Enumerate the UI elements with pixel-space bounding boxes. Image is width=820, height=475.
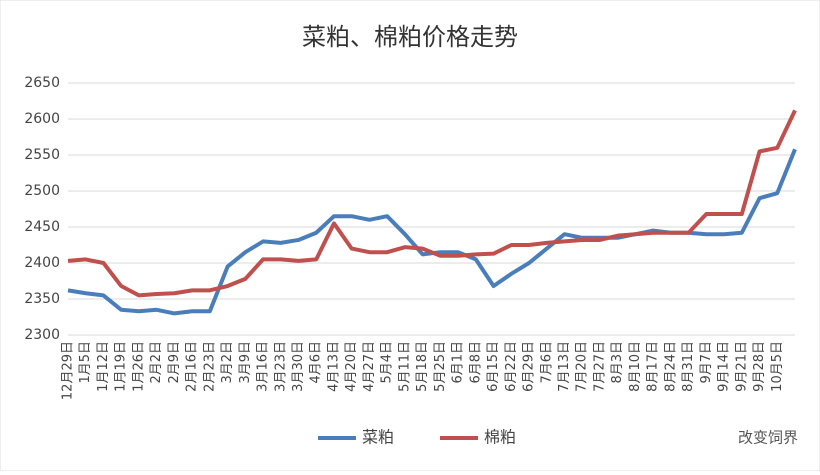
x-tick-label: 4月27日 (362, 341, 377, 392)
x-tick-label: 2月16日 (185, 341, 200, 392)
x-tick-label: 9月7日 (699, 341, 714, 384)
x-tick-label: 7月13日 (557, 341, 572, 392)
x-tick-label: 1月12日 (96, 341, 111, 392)
y-tick-label: 2350 (24, 291, 60, 307)
x-tick-label: 6月22日 (504, 341, 519, 392)
y-tick-label: 2400 (24, 255, 60, 271)
x-tick-label: 5月18日 (415, 341, 430, 392)
x-tick-label: 1月5日 (78, 341, 93, 384)
x-tick-label: 5月25日 (433, 341, 448, 392)
watermark: 改变饲界 (738, 429, 798, 447)
legend-label: 棉粕 (484, 428, 516, 447)
x-tick-label: 8月3日 (610, 341, 625, 384)
x-tick-label: 7月27日 (592, 341, 607, 392)
x-tick-label: 4月13日 (326, 341, 341, 392)
x-tick-label: 12月29日 (61, 341, 76, 400)
x-tick-label: 8月24日 (663, 341, 678, 392)
x-tick-label: 10月5日 (770, 341, 785, 392)
x-tick-label: 3月23日 (273, 341, 288, 392)
x-tick-label: 3月2日 (220, 341, 235, 384)
legend-label: 菜粕 (362, 428, 394, 447)
x-tick-label: 7月6日 (539, 341, 554, 384)
x-tick-label: 4月20日 (344, 341, 359, 392)
x-tick-label: 9月28日 (752, 341, 767, 392)
x-tick-label: 8月31日 (681, 341, 696, 392)
x-tick-label: 5月4日 (380, 341, 395, 384)
x-tick-label: 8月17日 (646, 341, 661, 392)
y-tick-label: 2450 (24, 219, 60, 235)
x-tick-label: 5月11日 (397, 341, 412, 392)
y-tick-label: 2650 (24, 75, 60, 91)
y-tick-label: 2300 (24, 327, 60, 343)
x-tick-label: 1月26日 (131, 341, 146, 392)
y-tick-label: 2550 (24, 147, 60, 163)
x-tick-label: 3月30日 (291, 341, 306, 392)
x-tick-label: 8月10日 (628, 341, 643, 392)
x-tick-label: 9月14日 (717, 341, 732, 392)
x-tick-label: 1月19日 (114, 341, 129, 392)
series-line (67, 109, 797, 298)
y-tick-label: 2500 (24, 183, 60, 199)
x-tick-label: 2月9日 (167, 341, 182, 384)
x-tick-label: 3月9日 (238, 341, 253, 384)
x-tick-label: 3月16日 (256, 341, 271, 392)
x-tick-label: 2月2日 (149, 341, 164, 384)
x-tick-label: 9月21日 (734, 341, 749, 392)
y-tick-label: 2600 (24, 111, 60, 127)
x-tick-label: 6月29日 (522, 341, 537, 392)
chart-title: 菜粕、棉粕价格走势 (302, 23, 518, 51)
x-tick-label: 6月15日 (486, 341, 501, 392)
x-tick-label: 7月20日 (575, 341, 590, 392)
x-tick-label: 6月8日 (468, 341, 483, 384)
x-tick-label: 6月1日 (451, 341, 466, 384)
x-tick-label: 4月6日 (309, 341, 324, 384)
x-tick-label: 2月23日 (202, 341, 217, 392)
